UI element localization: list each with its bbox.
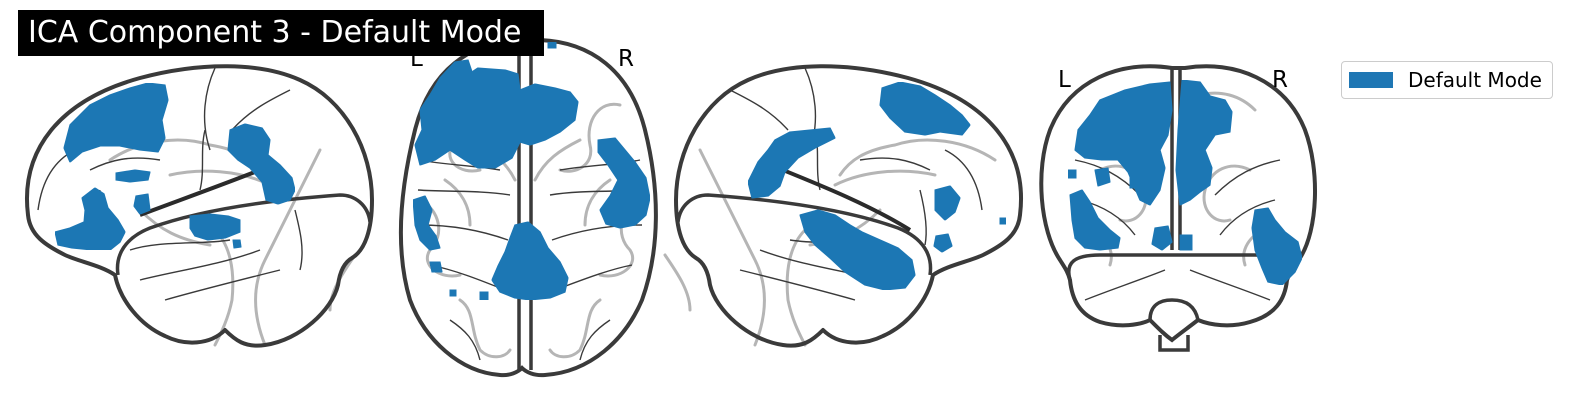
axial-outline: [398, 38, 658, 378]
coronal-right-label: R: [1272, 67, 1288, 93]
sagittal-right-view: [663, 64, 1023, 348]
coronal-activation: [1068, 80, 1302, 285]
figure-title: ICA Component 3 - Default Mode: [18, 10, 544, 56]
axial-right-label: R: [618, 46, 634, 72]
sagittal-left-activation: [55, 83, 295, 250]
coronal-left-label: L: [1058, 67, 1071, 93]
sagittal-left-view: [25, 64, 374, 348]
sagittal-right-temporal: [676, 193, 933, 276]
legend-swatch: [1349, 72, 1393, 88]
legend-label: Default Mode: [1408, 68, 1542, 92]
sagittal-left-sulci: [108, 138, 357, 347]
axial-activation: [413, 42, 650, 300]
sagittal-right-sylvian: [777, 166, 912, 232]
coronal-outline: [1039, 64, 1317, 343]
sagittal-right-activation: [748, 82, 1006, 290]
legend: Default Mode: [1341, 61, 1553, 99]
sagittal-left-outline: [25, 64, 374, 348]
sagittal-left-temporal: [115, 193, 372, 276]
coronal-view: L R: [1039, 64, 1317, 352]
sagittal-left-sylvian: [139, 166, 266, 217]
sagittal-right-outline: [674, 64, 1023, 348]
axial-view: L R: [398, 38, 658, 378]
